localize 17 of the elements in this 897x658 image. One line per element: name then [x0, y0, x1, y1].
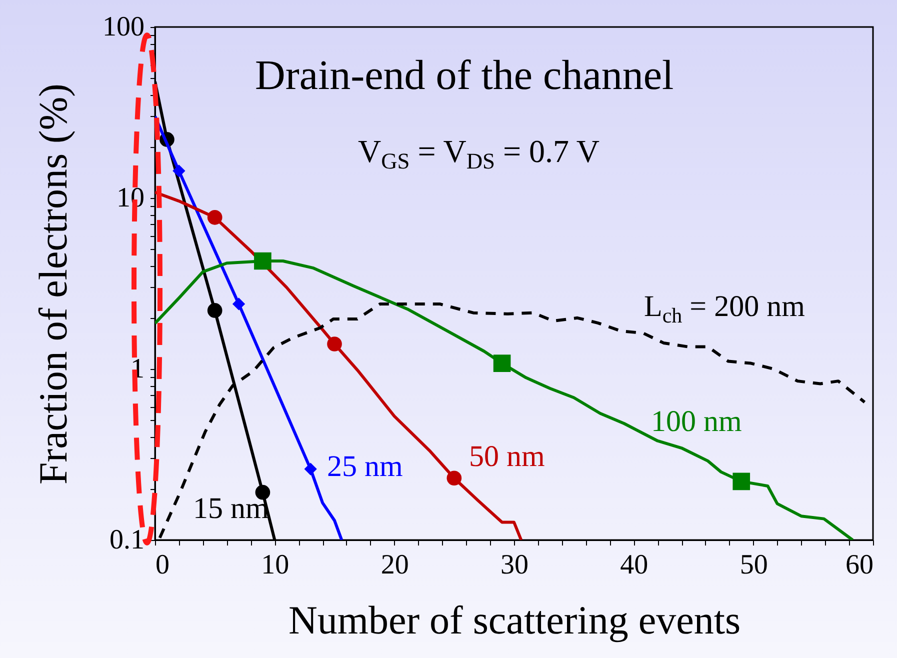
series-label: 50 nm: [469, 440, 545, 473]
annotation: V$_{GS}$ = V$_{DS}$ = 0.7 V: [358, 133, 600, 174]
y-tick-label: 100: [102, 12, 144, 42]
x-tick-label: 60: [846, 550, 874, 580]
x-tick-label: 10: [261, 550, 290, 580]
x-axis-title: Number of scattering events: [288, 598, 741, 642]
y-axis-title: Fraction of electrons (%): [30, 84, 76, 484]
series-label: L$_{ch}$ = 200 nm: [644, 290, 805, 328]
text: Drain-end of the channel: [255, 53, 674, 99]
x-tick-label: 0: [156, 550, 170, 580]
x-tick-label: 50: [740, 550, 768, 580]
series-label: 100 nm: [651, 405, 742, 438]
x-tick-label: 20: [380, 550, 409, 580]
x-tick-label: 30: [500, 550, 528, 580]
series-label: 25 nm: [327, 450, 403, 483]
y-tick-label: 0.1: [110, 524, 144, 556]
x-tick-label: 40: [620, 550, 648, 580]
